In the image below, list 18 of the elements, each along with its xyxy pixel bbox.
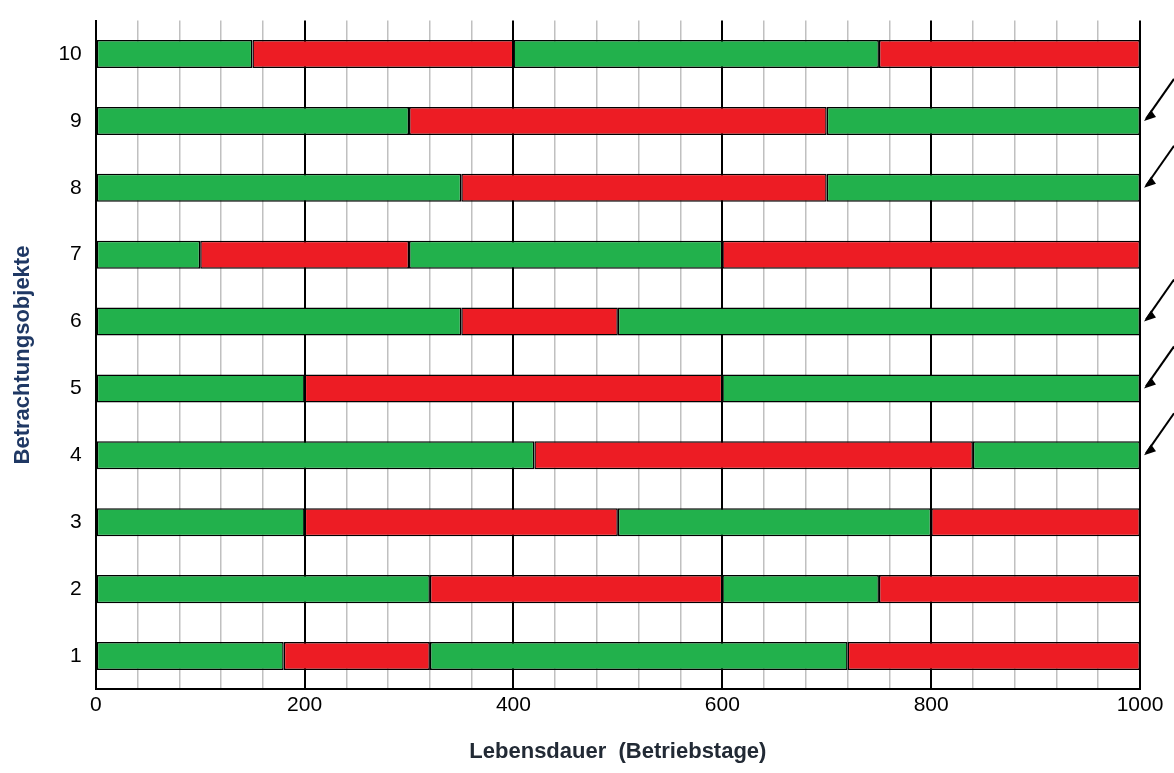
x-tick-label: 200 <box>287 691 323 715</box>
x-tick-label: 400 <box>495 691 531 715</box>
x-axis-title: Lebensdauer (Betriebstage) <box>469 737 767 763</box>
y-tick-label: 5 <box>70 375 82 399</box>
y-tick-label: 8 <box>70 174 82 198</box>
x-tick-label: 0 <box>89 691 102 715</box>
y-tick-label: 7 <box>70 241 82 265</box>
x-tick-label: 600 <box>704 691 740 715</box>
y-tick-label: 3 <box>70 509 82 532</box>
y-axis-title: Betrachtungsobjekte <box>9 245 35 465</box>
y-tick-label: 6 <box>70 308 82 332</box>
y-tick-label: 4 <box>70 442 83 466</box>
y-tick-label: 9 <box>70 107 82 131</box>
x-tick-label: 1000 <box>1116 691 1164 715</box>
y-tick-label: 2 <box>70 575 82 599</box>
y-tick-label: 10 <box>58 40 82 64</box>
x-tick-label: 800 <box>913 691 949 715</box>
y-tick-label: 1 <box>70 642 82 666</box>
